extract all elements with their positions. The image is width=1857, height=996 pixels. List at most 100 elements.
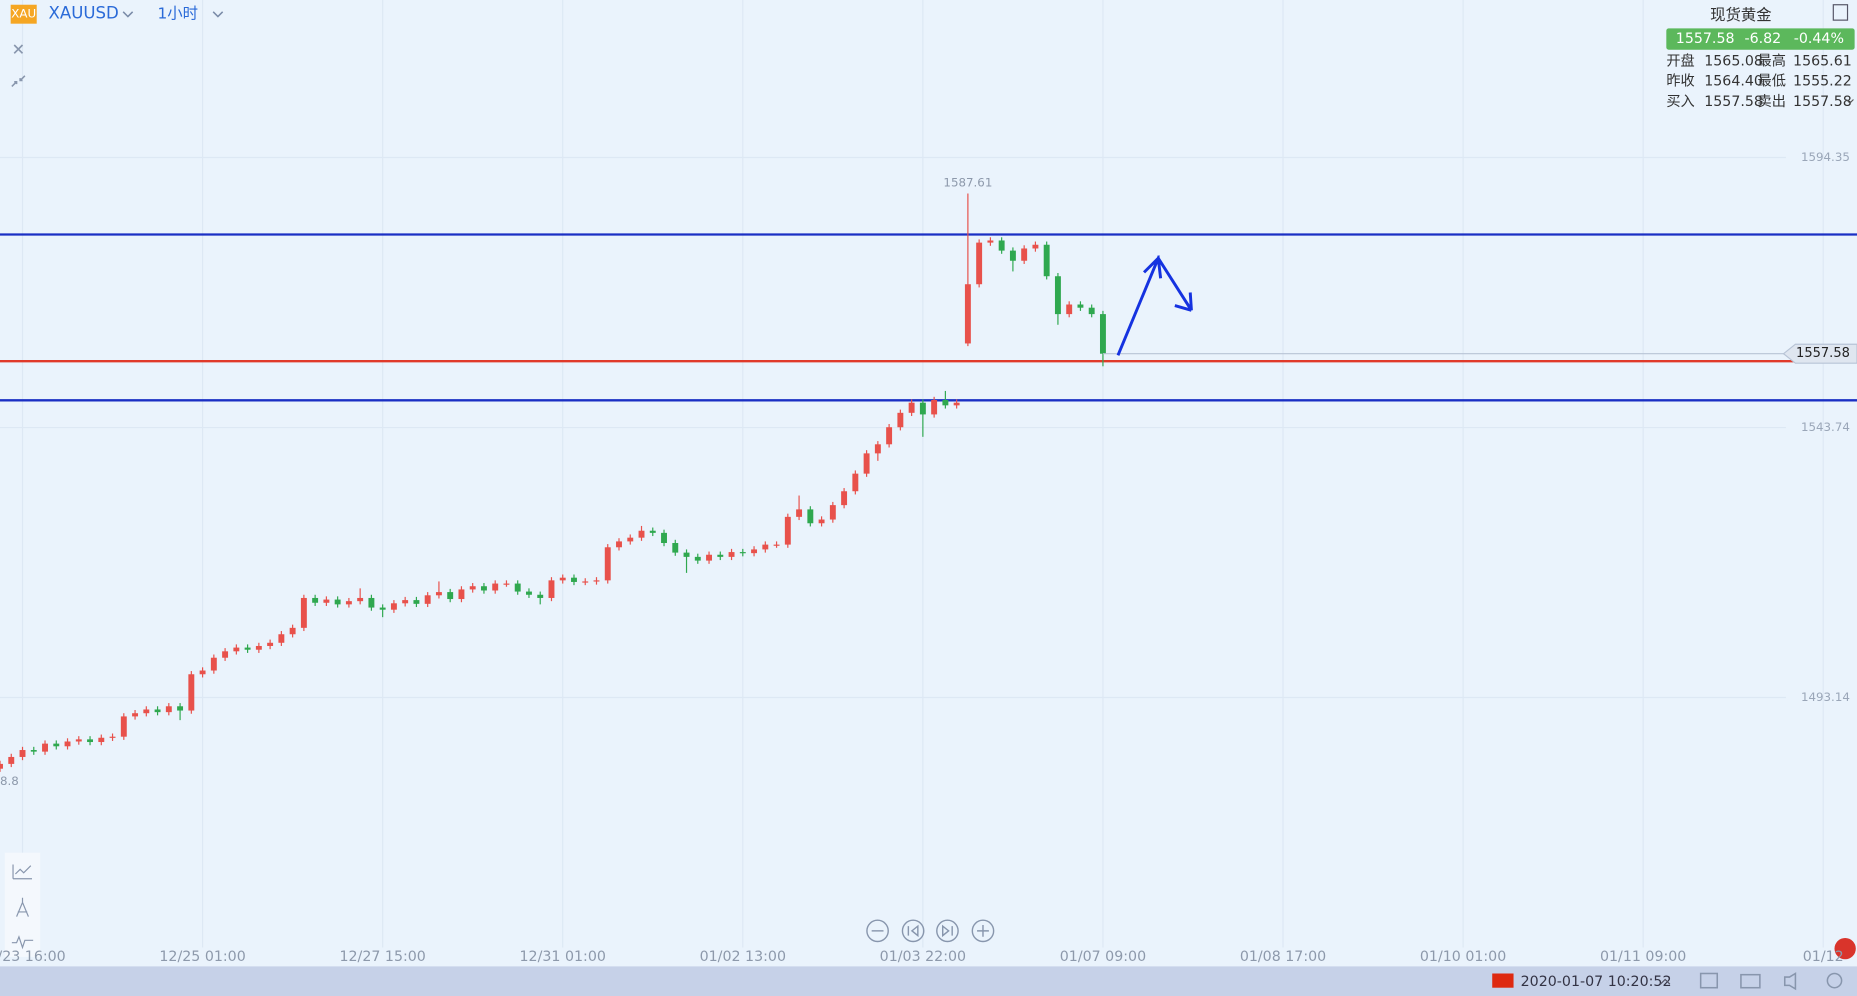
layout-button[interactable] (1699, 972, 1719, 989)
draw-tool[interactable] (16, 897, 29, 917)
candle-body (953, 402, 960, 406)
status-expand[interactable] (1659, 978, 1671, 985)
candle-body (8, 756, 15, 764)
x-tick-label: 01/10 01:00 (1420, 949, 1506, 965)
candle-body (863, 453, 870, 474)
notice-badge[interactable] (1834, 937, 1856, 960)
symbol-icon (10, 4, 37, 24)
quote-cell: 1555.22 (1793, 74, 1852, 90)
x-tick-label: 01/08 17:00 (1240, 949, 1326, 965)
candle-body (852, 473, 859, 492)
candle-body (818, 519, 825, 524)
candle-body (289, 627, 296, 635)
x-tick-label: 01/07 09:00 (1060, 949, 1146, 965)
sound-button[interactable] (1783, 972, 1797, 991)
quote-cell: 卖出 (1758, 93, 1786, 110)
candle-body (683, 552, 690, 557)
interval[interactable]: 1小时 (158, 5, 199, 23)
candle-body (897, 412, 904, 428)
quote-cell: 1557.58 (1793, 94, 1852, 110)
quote-cell: 最高 (1758, 53, 1786, 70)
candle-body (75, 739, 82, 742)
candle-body (42, 743, 48, 752)
candle-body (492, 583, 499, 591)
candle-body (582, 581, 589, 583)
x-tick-label: 12/31 01:00 (520, 949, 606, 965)
scroll-end[interactable] (936, 919, 959, 943)
settings-button[interactable] (1826, 972, 1843, 989)
candle-body (424, 595, 431, 604)
candle-body (1021, 248, 1028, 261)
quote-box (1666, 28, 1855, 50)
max-label: 1587.61 (943, 175, 992, 189)
quote-price: 1557.58 (1676, 31, 1735, 47)
candle-body (0, 763, 3, 769)
zoom-in[interactable] (971, 919, 995, 943)
candle-body (458, 589, 465, 600)
panel-toggle[interactable] (1832, 4, 1849, 21)
quote-cell: 开盘 (1666, 52, 1694, 70)
zoom-out[interactable] (866, 919, 889, 943)
quote-expand[interactable] (1845, 99, 1854, 104)
candle-body (784, 516, 791, 545)
candle-body (526, 591, 532, 595)
candle-body (233, 647, 240, 652)
scroll-start-icon (907, 924, 919, 938)
x-tick-label: 12/23 16:00 (0, 949, 66, 965)
collapse-button[interactable] (11, 75, 26, 87)
screenshot-button[interactable] (1740, 973, 1761, 989)
quote-cell: 1564.40 (1704, 74, 1763, 90)
status-bar (0, 966, 1857, 996)
quote-title: 现货黄金 (1710, 6, 1771, 24)
quote-cell: 昨收 (1666, 73, 1694, 90)
candle-body (19, 750, 26, 757)
candle-body (706, 554, 712, 561)
x-tick-label: 01/11 09:00 (1600, 949, 1686, 965)
candle-body (278, 634, 285, 643)
symbol-dropdown[interactable] (122, 11, 134, 18)
grid (0, 0, 1824, 948)
candle-body (165, 706, 172, 713)
candle-body (717, 554, 724, 557)
candle-body (548, 580, 555, 598)
candle-body (323, 599, 330, 603)
symbol-icon-text: XAU (11, 7, 36, 21)
candle-body (1066, 304, 1073, 315)
x-tick-label: 01/12 (1803, 949, 1844, 965)
interval-dropdown[interactable] (212, 11, 224, 18)
quote-cell: 1557.58 (1704, 94, 1763, 110)
candle-body (188, 674, 195, 711)
candle-body (514, 583, 521, 592)
candle-body (593, 580, 600, 582)
close-button[interactable] (13, 44, 24, 54)
candle-body (357, 597, 364, 602)
candle-body (120, 716, 127, 737)
candle-body (98, 737, 105, 743)
candle-body (255, 645, 262, 650)
candle-body (616, 541, 622, 548)
x-tick-label: 01/02 13:00 (700, 949, 786, 965)
candle-body (998, 240, 1005, 251)
candle-body (210, 657, 217, 671)
candle-body (841, 491, 848, 506)
candle-body (390, 603, 397, 610)
candle-body (53, 743, 60, 747)
candle-body (751, 549, 758, 554)
scroll-start[interactable] (901, 919, 925, 943)
zoom-in-icon (977, 924, 989, 937)
symbol[interactable]: XAUUSD (49, 4, 119, 23)
drawn-arrow (1116, 254, 1193, 356)
candle-body (267, 642, 274, 646)
candle-body (694, 556, 701, 561)
quote-cell: 1565.08 (1704, 54, 1763, 70)
quote-change: -6.82 (1744, 31, 1781, 47)
indicator-tool[interactable] (12, 864, 32, 880)
candle-body (919, 402, 926, 415)
candle-body (1077, 304, 1084, 308)
plot (0, 193, 1857, 772)
wave-tool[interactable] (11, 935, 34, 950)
candle-body (931, 400, 938, 415)
candle-body (1032, 244, 1039, 249)
